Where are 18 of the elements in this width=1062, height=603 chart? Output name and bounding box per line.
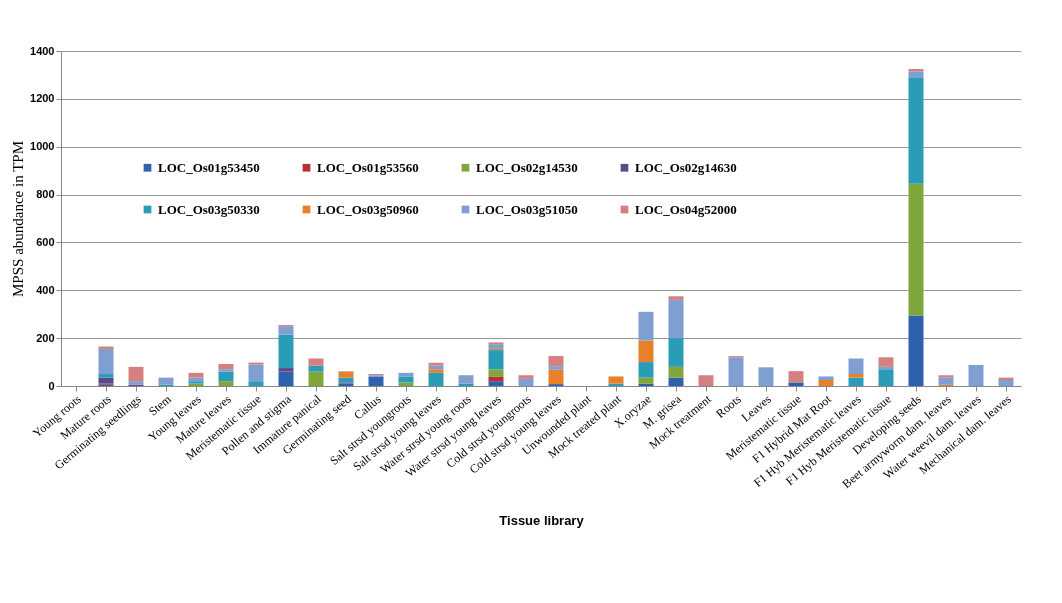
- y-tick-label: 1000: [30, 140, 55, 153]
- x-axis-title: Tissue library: [499, 513, 585, 529]
- legend-label: LOC_Os03g50330: [158, 201, 260, 217]
- legend-label: LOC_Os03g51050: [476, 201, 578, 217]
- legend-label: LOC_Os03g50960: [317, 201, 419, 217]
- legend-label: LOC_Os01g53560: [317, 159, 419, 175]
- legend-label: LOC_Os02g14530: [476, 159, 578, 175]
- y-tick-label: 200: [36, 331, 55, 344]
- legend-label: LOC_Os01g53450: [158, 159, 260, 175]
- y-axis-title: MPSS abundance in TPM: [10, 141, 27, 297]
- y-tick-label: 0: [48, 379, 55, 392]
- y-tick-label: 800: [36, 188, 55, 201]
- y-tick-label: 1200: [30, 92, 55, 105]
- legend-label: LOC_Os04g52000: [635, 201, 737, 217]
- y-tick-label: 1400: [30, 44, 55, 57]
- y-tick-label: 400: [36, 283, 55, 296]
- y-tick-label: 600: [36, 235, 55, 248]
- legend-label: LOC_Os02g14630: [635, 159, 737, 175]
